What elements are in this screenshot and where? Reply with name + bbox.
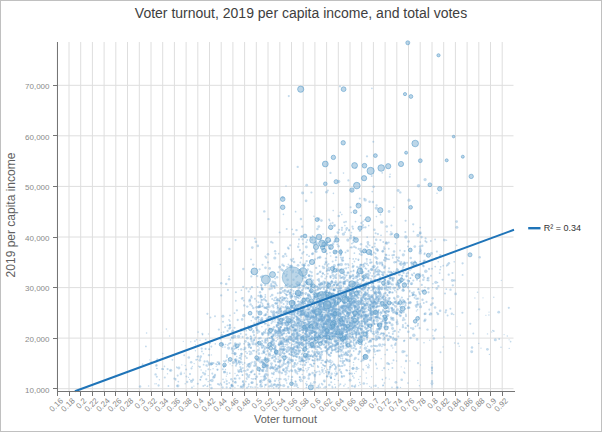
svg-text:Voter turnout, 2019 per capita: Voter turnout, 2019 per capita income, a… bbox=[135, 5, 467, 21]
svg-text:60,000: 60,000 bbox=[25, 133, 50, 142]
svg-text:70,000: 70,000 bbox=[25, 82, 50, 91]
svg-text:50,000: 50,000 bbox=[25, 183, 50, 192]
svg-text:Voter turnout: Voter turnout bbox=[254, 413, 317, 425]
svg-text:40,000: 40,000 bbox=[25, 234, 50, 243]
svg-text:R² = 0.34: R² = 0.34 bbox=[544, 223, 581, 233]
svg-text:30,000: 30,000 bbox=[25, 284, 50, 293]
svg-text:20,000: 20,000 bbox=[25, 335, 50, 344]
svg-text:2019 per capita income: 2019 per capita income bbox=[4, 152, 18, 277]
svg-text:10,000: 10,000 bbox=[25, 386, 50, 395]
